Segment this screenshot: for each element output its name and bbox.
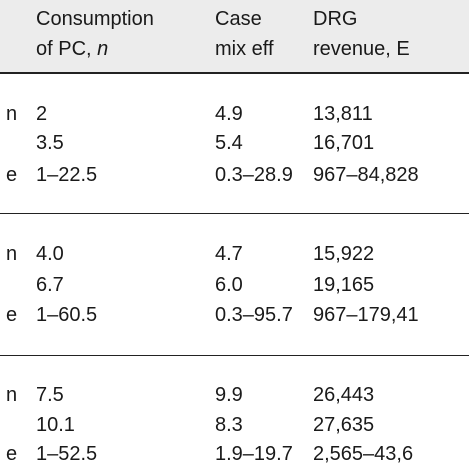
row-stat-label: e <box>6 443 18 465</box>
cell-drg-revenue: 13,811 <box>313 103 373 125</box>
cell-drg-revenue: 2,565–43,6 <box>313 443 414 465</box>
cell-consumption: 6.7 <box>36 274 64 296</box>
cell-drg-revenue: 26,443 <box>313 384 375 406</box>
header-consumption-variable: n <box>97 38 109 60</box>
cell-case-mix: 4.9 <box>215 103 243 125</box>
cell-consumption: 4.0 <box>36 243 64 265</box>
header-divider <box>0 72 469 74</box>
cell-case-mix: 9.9 <box>215 384 243 406</box>
header-consumption-line1: Consumption <box>36 8 154 30</box>
cell-drg-revenue: 967–179,41 <box>313 304 419 326</box>
group-divider <box>0 355 469 356</box>
table-header: Consumption of PC, n Case mix eff DRG re… <box>0 0 469 72</box>
cell-consumption: 2 <box>36 103 48 125</box>
cell-case-mix: 1.9–19.7 <box>215 443 293 465</box>
group-divider <box>0 213 469 214</box>
cell-drg-revenue: 27,635 <box>313 414 375 436</box>
row-stat-label: n <box>6 103 18 125</box>
cell-consumption: 3.5 <box>36 132 64 154</box>
cell-case-mix: 4.7 <box>215 243 243 265</box>
cell-case-mix: 0.3–28.9 <box>215 164 293 186</box>
cell-consumption: 1–60.5 <box>36 304 98 326</box>
cell-consumption: 1–22.5 <box>36 164 98 186</box>
row-stat-label: e <box>6 304 18 326</box>
cell-drg-revenue: 16,701 <box>313 132 375 154</box>
row-stat-label: n <box>6 384 18 406</box>
cell-case-mix: 6.0 <box>215 274 243 296</box>
cell-drg-revenue: 15,922 <box>313 243 375 265</box>
header-case-mix-line1: Case <box>215 8 262 30</box>
header-consumption-line2: of PC, n <box>36 35 108 63</box>
row-stat-label: n <box>6 243 18 265</box>
cell-drg-revenue: 967–84,828 <box>313 164 419 186</box>
cell-consumption: 1–52.5 <box>36 443 98 465</box>
cell-case-mix: 5.4 <box>215 132 243 154</box>
cell-consumption: 10.1 <box>36 414 75 436</box>
row-stat-label: e <box>6 164 18 186</box>
header-drg-line2: revenue, E <box>313 38 410 60</box>
cell-consumption: 7.5 <box>36 384 64 406</box>
header-drg-line1: DRG <box>313 8 358 30</box>
cell-drg-revenue: 19,165 <box>313 274 375 296</box>
cell-case-mix: 8.3 <box>215 414 243 436</box>
header-case-mix-line2: mix eff <box>215 38 274 60</box>
cell-case-mix: 0.3–95.7 <box>215 304 293 326</box>
header-consumption-prefix: of PC, <box>36 38 98 60</box>
